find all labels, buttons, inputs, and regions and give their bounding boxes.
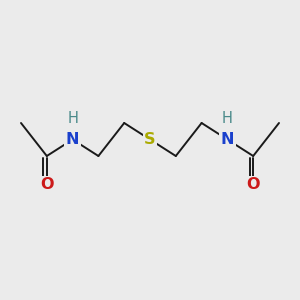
- Text: O: O: [40, 177, 53, 192]
- Text: H: H: [67, 111, 78, 126]
- Text: N: N: [221, 132, 234, 147]
- Text: S: S: [144, 132, 156, 147]
- Text: O: O: [246, 177, 260, 192]
- Text: N: N: [66, 132, 79, 147]
- Text: H: H: [222, 111, 233, 126]
